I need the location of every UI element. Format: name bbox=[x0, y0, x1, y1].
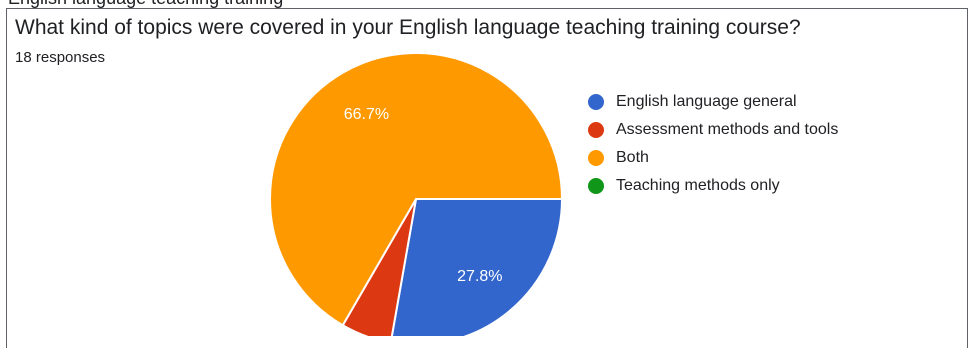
legend-item-3: Teaching methods only bbox=[588, 172, 838, 200]
legend-item-1: Assessment methods and tools bbox=[588, 116, 838, 144]
legend-swatch-1 bbox=[588, 122, 604, 138]
cropped-text-above: English language teaching training bbox=[0, 0, 970, 9]
legend-label-0: English language general bbox=[616, 93, 797, 110]
legend-item-2: Both bbox=[588, 144, 838, 172]
cropped-text: English language teaching training bbox=[8, 0, 283, 9]
legend-item-0: English language general bbox=[588, 88, 838, 116]
legend-label-1: Assessment methods and tools bbox=[616, 121, 839, 138]
legend-label-3: Teaching methods only bbox=[616, 177, 780, 194]
legend-swatch-2 bbox=[588, 150, 604, 166]
slice-label-0: 27.8% bbox=[457, 268, 502, 285]
legend-label-2: Both bbox=[616, 149, 649, 166]
response-count: 18 responses bbox=[15, 49, 106, 66]
chart-title: What kind of topics were covered in your… bbox=[15, 16, 801, 39]
pie-slice-2 bbox=[269, 52, 564, 327]
pie-chart: 27.8% 66.7% bbox=[269, 52, 564, 336]
slice-label-2: 66.7% bbox=[344, 106, 389, 123]
legend-swatch-0 bbox=[588, 94, 604, 110]
pie-slice-0 bbox=[390, 198, 564, 336]
legend-swatch-3 bbox=[588, 178, 604, 194]
chart-legend: English language general Assessment metho… bbox=[588, 88, 838, 200]
